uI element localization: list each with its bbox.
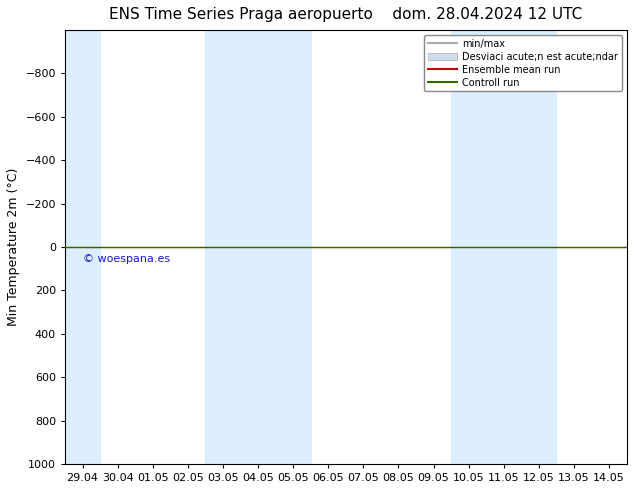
Y-axis label: Min Temperature 2m (°C): Min Temperature 2m (°C) [7, 168, 20, 326]
Text: © woespana.es: © woespana.es [82, 253, 170, 264]
Bar [65, 30, 100, 464]
Bar [205, 30, 311, 464]
Legend: min/max, Desviaci acute;n est acute;ndar, Ensemble mean run, Controll run: min/max, Desviaci acute;n est acute;ndar… [424, 35, 622, 92]
Bar [451, 30, 557, 464]
Title: ENS Time Series Praga aeropuerto    dom. 28.04.2024 12 UTC: ENS Time Series Praga aeropuerto dom. 28… [109, 7, 583, 22]
